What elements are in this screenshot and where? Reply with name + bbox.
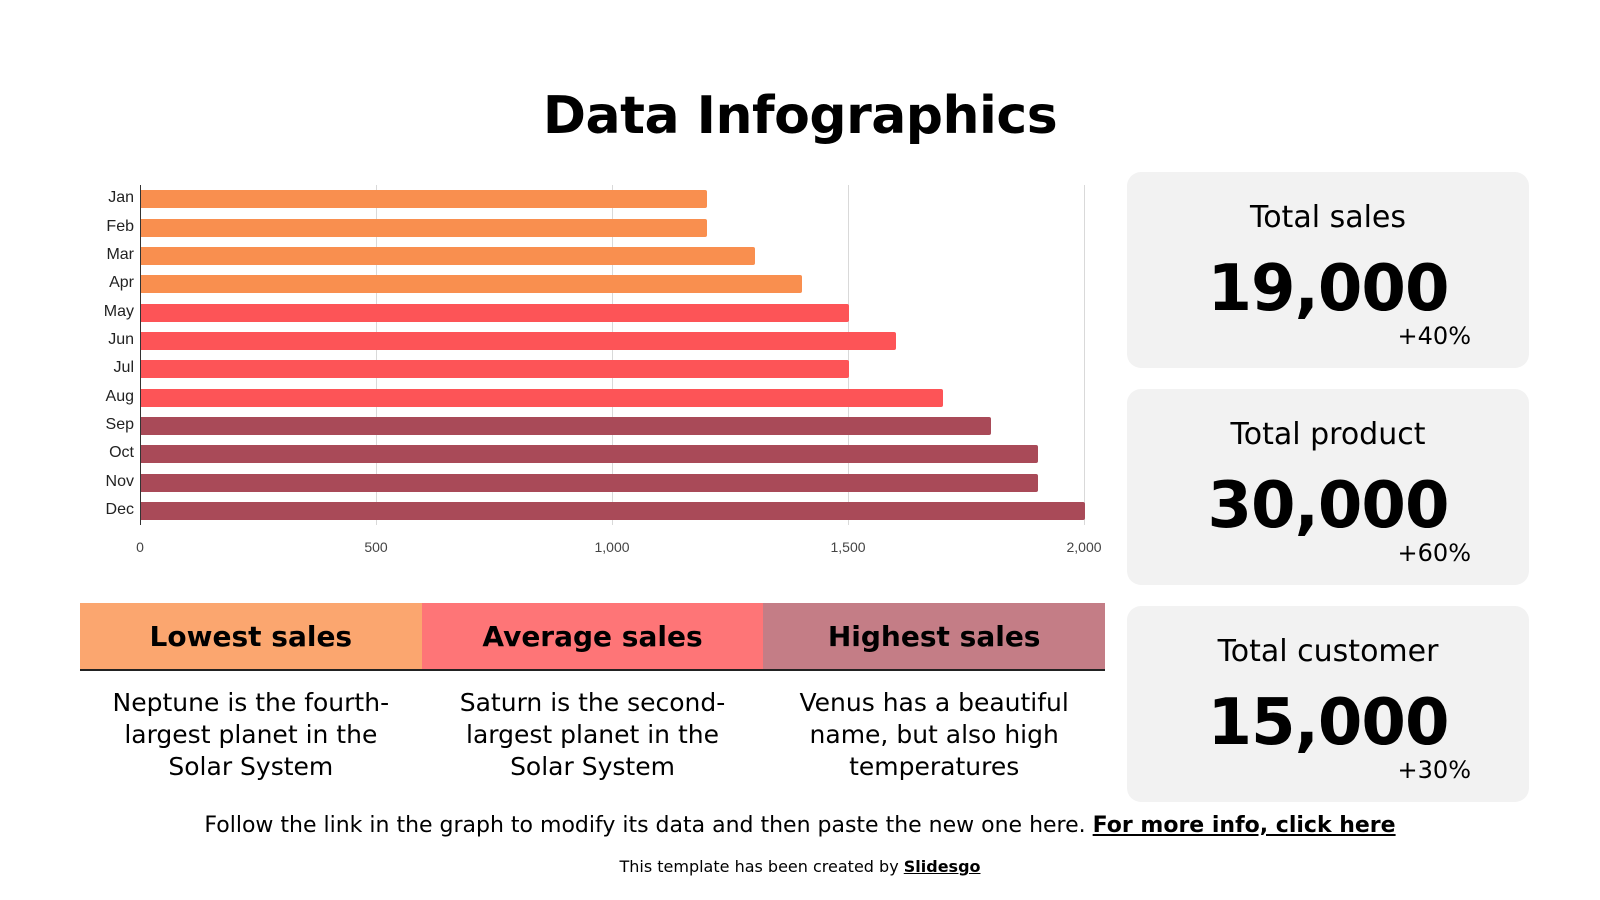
- stat-title: Total customer: [1217, 634, 1439, 669]
- gridline: [612, 185, 613, 525]
- bar-nov: [141, 473, 1038, 492]
- stat-card-total-product: Total product 30,000 +60%: [1127, 389, 1529, 585]
- bar-chart: 0 500 1,000 1,500 2,000 Jan Feb Mar Apr May Jun Jul…: [80, 185, 1102, 565]
- category-description-highest: Venus has a beautiful name, but also hig…: [799, 688, 1069, 781]
- bar-jun: [141, 331, 897, 350]
- gridline: [848, 185, 849, 525]
- y-category-label: Jul: [113, 359, 134, 377]
- bar-jul: [141, 360, 849, 379]
- y-category-label: Apr: [109, 274, 134, 292]
- y-axis-line: [140, 185, 141, 525]
- y-category-label: Feb: [106, 217, 134, 235]
- y-category-label: Oct: [109, 444, 134, 462]
- y-category-label: Jan: [108, 189, 134, 207]
- bar-oct: [141, 445, 1038, 464]
- bar-feb: [141, 218, 708, 237]
- stat-value: 30,000: [1207, 469, 1450, 543]
- x-tick-label: 2,000: [1066, 539, 1102, 555]
- stat-title: Total sales: [1249, 200, 1407, 235]
- stat-title: Total product: [1230, 417, 1426, 452]
- bar-mar: [141, 246, 755, 265]
- x-tick-label: 500: [364, 539, 388, 555]
- more-info-link[interactable]: For more info, click here: [1092, 813, 1396, 838]
- page-title: Data Infographics: [542, 86, 1058, 146]
- y-category-label: Dec: [105, 500, 134, 518]
- bar-aug: [141, 388, 944, 407]
- footer-note: Follow the link in the graph to modify i…: [0, 813, 1600, 838]
- category-descriptions: Neptune is the fourth-largest planet in …: [80, 687, 1105, 783]
- slidesgo-link[interactable]: Slidesgo: [903, 857, 981, 876]
- category-description-average: Saturn is the second-largest planet in t…: [459, 688, 726, 781]
- stat-change: +30%: [1397, 756, 1471, 784]
- category-header-highest: Highest sales: [763, 603, 1106, 669]
- credit-line: This template has been created by Slides…: [0, 857, 1600, 876]
- gridline: [1084, 185, 1085, 525]
- y-category-label: Sep: [105, 415, 134, 433]
- category-description-lowest: Neptune is the fourth-largest planet in …: [112, 688, 390, 781]
- chart-plot-area: 0 500 1,000 1,500 2,000 Jan Feb Mar Apr May Jun Jul…: [104, 185, 1102, 555]
- sales-categories: Lowest sales Average sales Highest sales…: [80, 603, 1106, 783]
- credit-text: This template has been created by: [619, 857, 904, 876]
- x-tick-label: 0: [136, 539, 144, 555]
- gridline: [376, 185, 377, 525]
- bar-may: [141, 303, 849, 322]
- bar-jan: [141, 190, 708, 209]
- y-category-label: May: [103, 302, 134, 320]
- stat-value: 19,000: [1207, 252, 1450, 326]
- bar-apr: [141, 275, 802, 294]
- x-tick-label: 1,000: [594, 539, 630, 555]
- category-headers: Lowest sales Average sales Highest sales: [80, 603, 1106, 671]
- note-text: Follow the link in the graph to modify i…: [204, 813, 1093, 838]
- y-category-label: Jun: [108, 330, 134, 348]
- stat-card-total-customer: Total customer 15,000 +30%: [1127, 606, 1529, 802]
- stat-card-total-sales: Total sales 19,000 +40%: [1127, 172, 1529, 368]
- category-header-lowest: Lowest sales: [80, 603, 422, 669]
- y-category-label: Aug: [105, 387, 134, 405]
- stat-value: 15,000: [1207, 686, 1450, 760]
- y-category-label: Mar: [106, 245, 134, 263]
- bar-dec: [141, 501, 1085, 520]
- bar-sep: [141, 416, 991, 435]
- category-header-average: Average sales: [421, 603, 764, 669]
- y-category-label: Nov: [105, 472, 134, 490]
- stat-change: +40%: [1397, 322, 1471, 350]
- stat-change: +60%: [1397, 539, 1471, 567]
- x-tick-label: 1,500: [830, 539, 866, 555]
